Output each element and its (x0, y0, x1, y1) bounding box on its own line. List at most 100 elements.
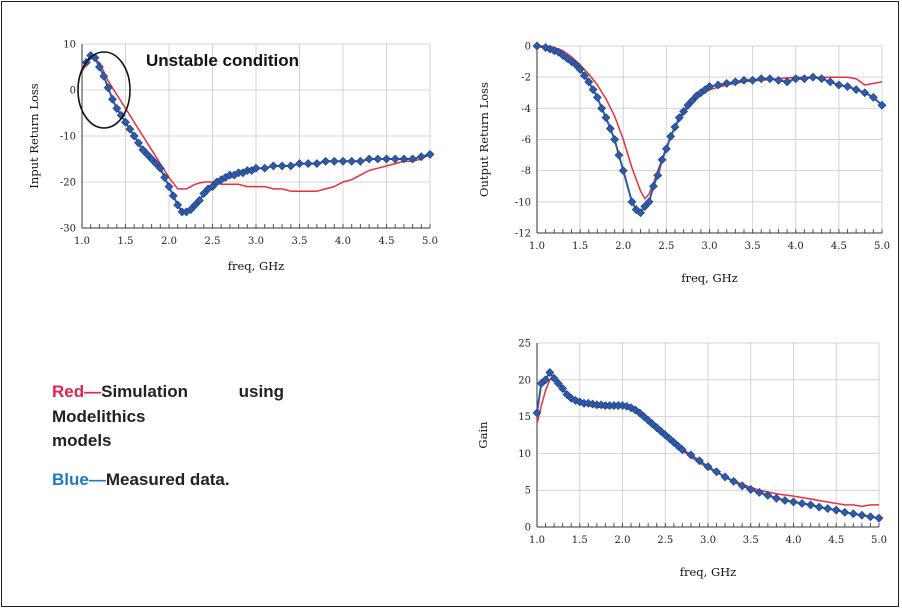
legend-red-entry: Red—Simulation using Modelithics models (52, 380, 284, 454)
data-point (575, 64, 585, 74)
data-point (321, 156, 331, 166)
data-point (687, 96, 697, 105)
data-point (260, 163, 270, 173)
data-point (874, 513, 884, 523)
data-point (799, 74, 809, 84)
data-point (670, 122, 680, 132)
data-point (814, 502, 824, 512)
y-tick-label: -10 (515, 197, 531, 208)
x-tick-label: 3.0 (702, 241, 718, 252)
x-tick-label: 2.5 (205, 236, 221, 247)
data-point (99, 71, 109, 81)
data-point (765, 74, 775, 84)
annotation-text: Unstable condition (146, 51, 299, 70)
data-point (408, 154, 418, 164)
x-tick-label: 4.0 (786, 535, 802, 546)
data-point (763, 490, 773, 500)
x-tick-label: 1.5 (118, 236, 134, 247)
data-point (644, 197, 654, 207)
data-point (649, 181, 658, 191)
data-point (129, 131, 139, 141)
data-point (251, 163, 261, 173)
data-point (173, 200, 183, 210)
x-tick-label: 3.5 (743, 535, 759, 546)
data-point (425, 149, 435, 159)
data-point (567, 57, 576, 67)
data-point (720, 472, 730, 482)
x-tick-label: 1.0 (529, 535, 545, 546)
y-tick-label: -6 (521, 135, 531, 146)
data-point (791, 74, 801, 84)
data-point (347, 156, 357, 166)
data-point (774, 75, 783, 85)
x-tick-label: 4.5 (831, 241, 847, 252)
data-point (597, 103, 607, 113)
y-tick-label: -12 (515, 229, 531, 240)
y-tick-label: -4 (521, 104, 531, 115)
x-tick-label: 3.5 (745, 241, 761, 252)
data-point (147, 154, 157, 164)
data-point (677, 445, 687, 455)
data-point (640, 202, 650, 211)
data-point (168, 191, 178, 201)
data-point (722, 78, 732, 88)
data-point (584, 77, 594, 87)
data-point (780, 496, 790, 505)
data-point (186, 205, 196, 215)
data-point (164, 182, 174, 192)
x-tick-label: 2.0 (161, 236, 177, 247)
unstable-circle (77, 51, 131, 129)
x-tick-label: 3.5 (292, 236, 308, 247)
data-point (843, 82, 852, 91)
x-tick-label: 5.0 (422, 236, 438, 247)
data-point (713, 80, 723, 90)
data-point (840, 507, 850, 517)
x-tick-label: 3.0 (700, 535, 716, 546)
data-point (138, 145, 148, 155)
data-point (636, 208, 645, 218)
legend-red-text-line1: Simulation using Modelithics (52, 382, 284, 426)
x-axis-title: freq, GHz (680, 565, 737, 579)
data-point (695, 456, 704, 466)
data-point (549, 373, 559, 383)
data-point (666, 131, 676, 141)
data-point (571, 60, 581, 70)
x-tick-label: 1.0 (529, 241, 545, 252)
data-point (545, 368, 555, 377)
y-tick-label: 5 (525, 486, 531, 497)
y-tick-label: -8 (521, 166, 531, 177)
data-point (329, 156, 339, 166)
series-line-measured (85, 54, 431, 213)
data-point (592, 93, 602, 102)
data-point (558, 384, 568, 394)
y-tick-label: 20 (518, 375, 531, 386)
data-point (155, 163, 165, 173)
y-axis-title: Output Return Loss (477, 82, 491, 197)
data-point (614, 150, 624, 160)
x-axis-title: freq, GHz (228, 259, 285, 273)
data-point (806, 500, 816, 510)
data-point (825, 77, 835, 87)
legend-text: Red—Simulation using Modelithics models … (52, 380, 284, 507)
data-point (373, 154, 383, 164)
data-point (338, 156, 348, 166)
data-point (712, 467, 721, 477)
data-point (683, 100, 693, 110)
series-line-simulated (81, 57, 431, 192)
legend-blue-text: Measured data. (105, 469, 230, 489)
data-point (303, 159, 313, 169)
legend-red-label: Red— (52, 382, 102, 401)
data-point (817, 74, 827, 84)
x-tick-label: 1.5 (572, 535, 588, 546)
x-tick-label: 3.0 (248, 236, 264, 247)
data-point (532, 41, 542, 51)
data-point (703, 462, 713, 472)
data-point (142, 149, 152, 159)
data-point (601, 113, 611, 123)
data-point (857, 510, 867, 520)
data-point (390, 154, 400, 164)
data-point (754, 487, 764, 497)
data-point (134, 138, 143, 148)
data-point (848, 509, 858, 519)
